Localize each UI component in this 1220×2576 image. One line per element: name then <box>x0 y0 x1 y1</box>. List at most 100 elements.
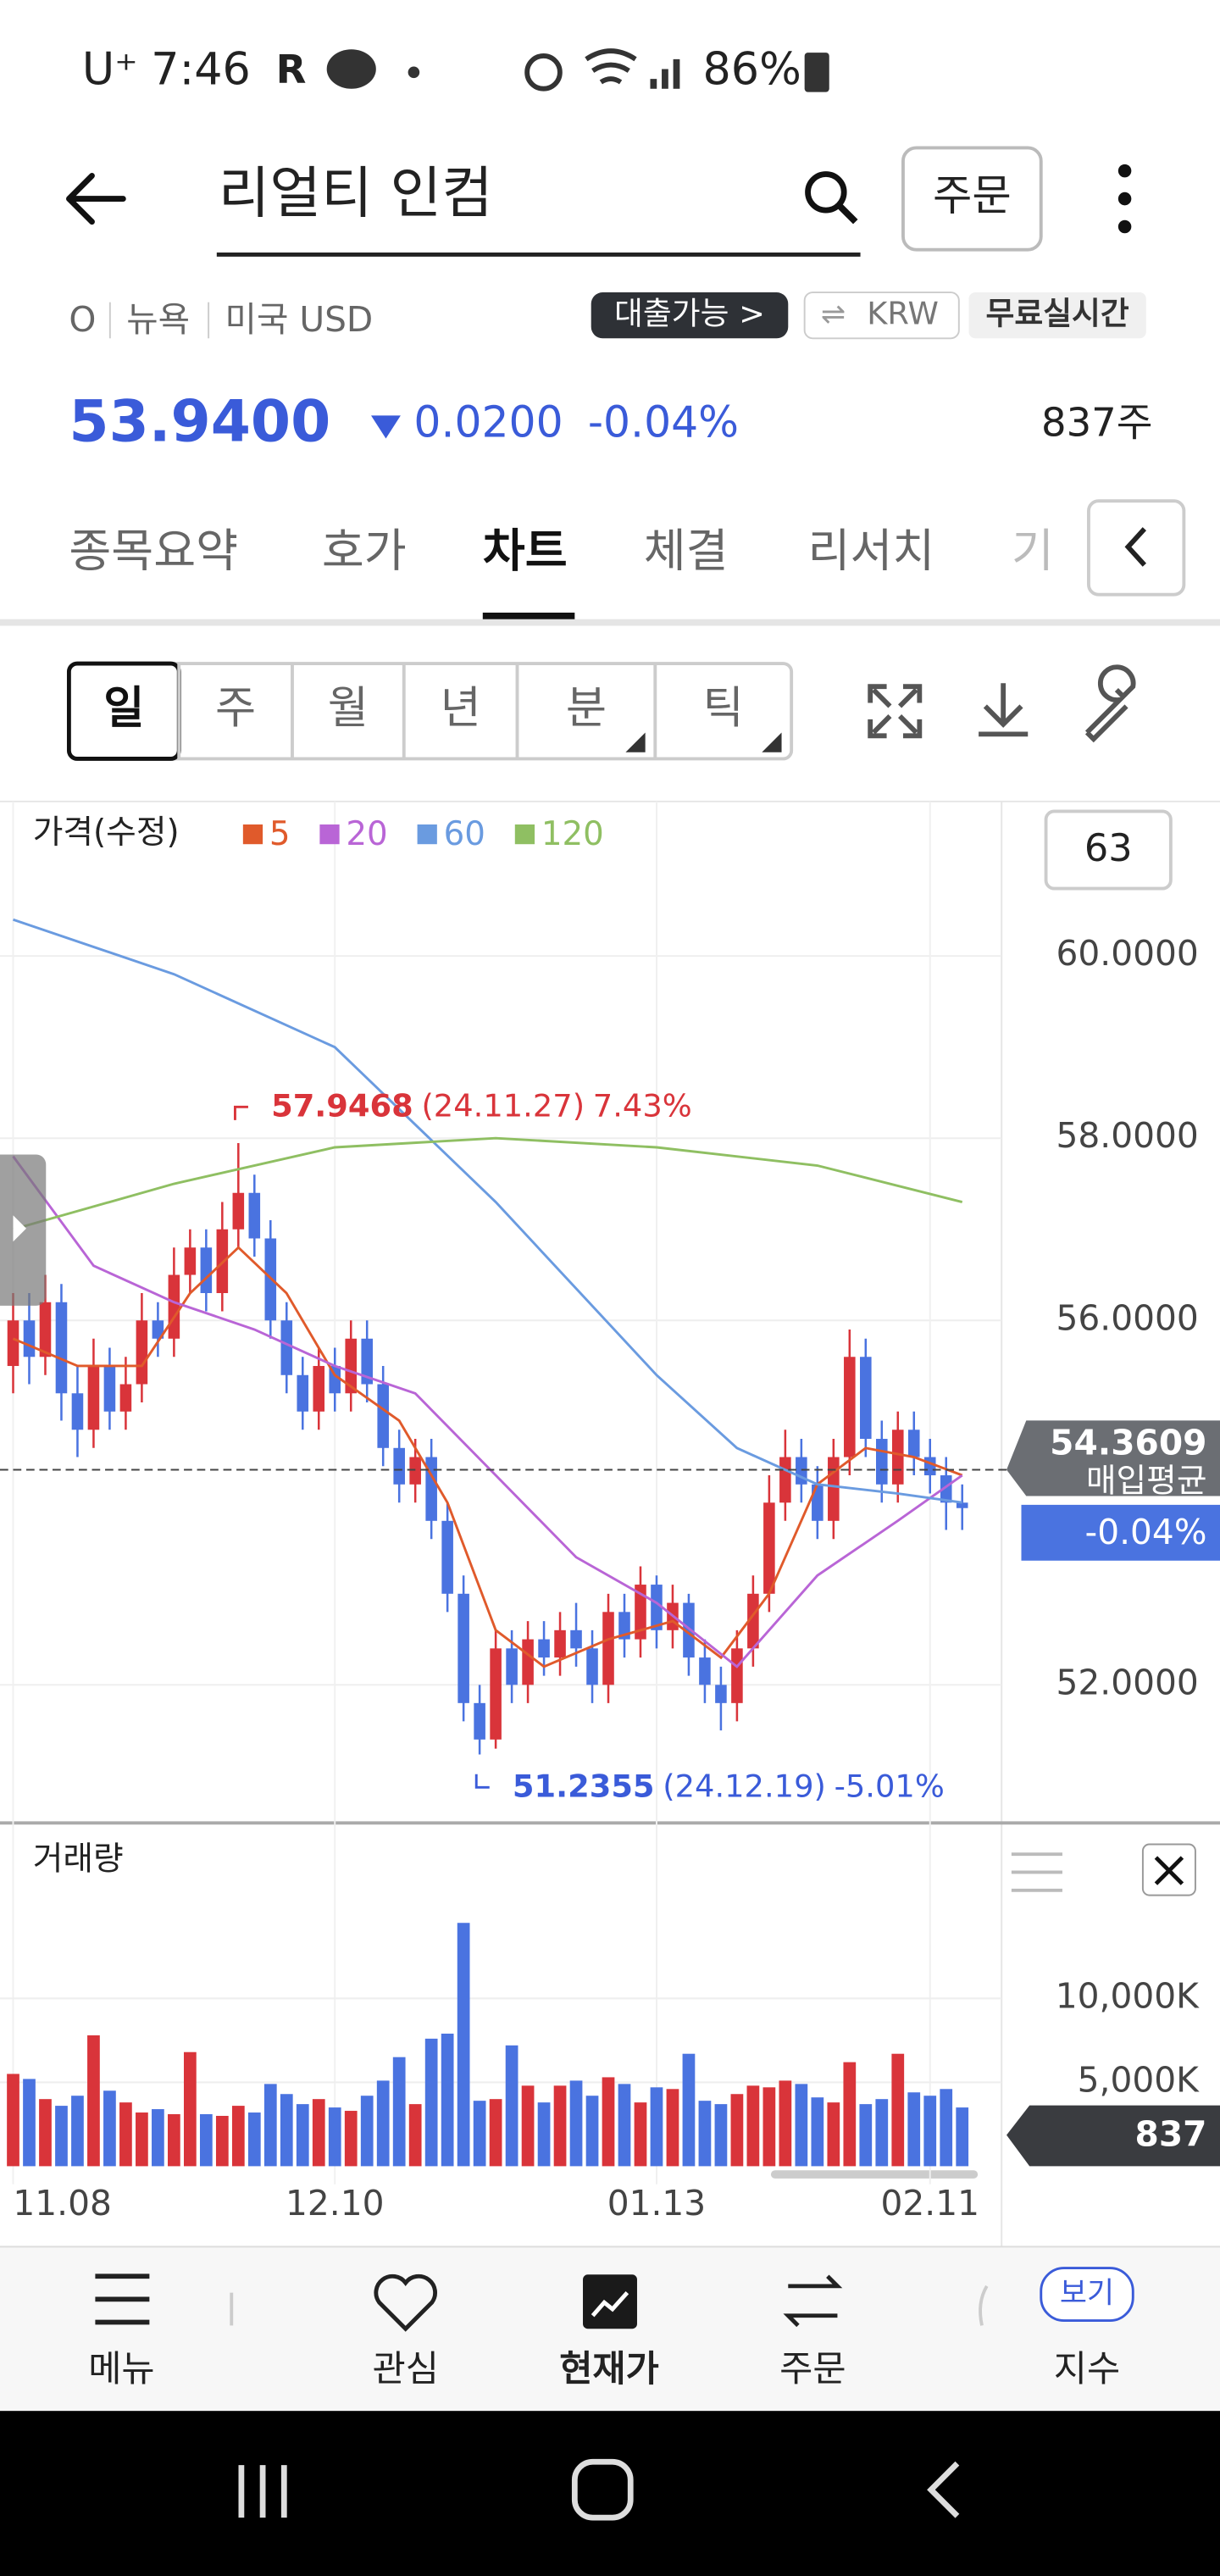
volume-bar <box>392 2057 406 2167</box>
battery-icon <box>804 53 829 92</box>
nav-label[interactable]: 메뉴 <box>88 2348 154 2390</box>
period[interactable]: 주 <box>215 682 256 734</box>
volume-bar <box>666 2089 679 2167</box>
legend-swatch <box>514 824 535 845</box>
volume-title: 거래량 <box>33 1840 124 1878</box>
candle-body <box>184 1247 197 1275</box>
volume-bar <box>103 2090 116 2167</box>
currency-toggle[interactable] <box>803 291 960 340</box>
candle-body <box>602 1612 614 1685</box>
count-button[interactable] <box>1044 809 1173 891</box>
back-nav-button[interactable] <box>927 2461 960 2518</box>
plot: 52.0000 56.0000 58.0000 60.0000 11.08 12.10 01… <box>0 801 1220 2223</box>
annotation-value: 51.2355 <box>513 1768 655 1804</box>
avg-price-label: 매입평균 <box>1086 1462 1207 1500</box>
menu-icon[interactable] <box>95 2273 150 2325</box>
shares: 837주 <box>1041 400 1153 446</box>
candle-body <box>876 1439 888 1485</box>
volume-bar <box>827 2102 840 2167</box>
candle-body <box>329 1366 341 1394</box>
candle-body <box>812 1484 824 1521</box>
period[interactable]: 일 <box>103 682 144 734</box>
tab[interactable]: 체결 <box>644 524 729 577</box>
candle-body <box>651 1585 663 1630</box>
volume-bar <box>585 2096 599 2167</box>
candle-body <box>554 1629 566 1658</box>
order-icon[interactable] <box>783 2274 843 2328</box>
candle-body <box>345 1338 358 1394</box>
search-button[interactable] <box>805 171 858 225</box>
time: 7:46 <box>151 43 250 95</box>
tab[interactable]: 종목요약 <box>69 524 238 577</box>
volume-bar <box>376 2080 390 2167</box>
volume-bar <box>71 2096 84 2167</box>
candle-body <box>441 1520 453 1594</box>
view-badge-label: 보기 <box>1060 2277 1114 2311</box>
candle-body <box>361 1338 373 1385</box>
tab[interactable]: 리서치 <box>808 524 935 577</box>
tab[interactable]: 차트 <box>483 524 568 577</box>
legend-swatch <box>417 824 437 845</box>
volume-badge <box>1006 2105 1220 2167</box>
chevron <box>1124 527 1146 567</box>
settings-button[interactable] <box>1084 664 1136 743</box>
volume-bar <box>152 2109 164 2167</box>
nav-label[interactable]: 관심 <box>372 2348 438 2390</box>
chart-title: 가격(수정) <box>33 813 180 852</box>
dropdown-corner <box>625 732 646 752</box>
recents-button[interactable] <box>238 2465 287 2518</box>
candle-body <box>409 1457 421 1485</box>
y-tick-label: 5,000K <box>1078 2059 1200 2100</box>
volume-bar <box>344 2111 358 2167</box>
candle-body <box>377 1384 389 1448</box>
order-button[interactable] <box>901 146 1043 252</box>
volume-bar <box>23 2079 36 2167</box>
stock-title: 리얼티 인컴 <box>219 161 493 226</box>
nav-label[interactable]: 지수 <box>1054 2348 1120 2390</box>
volume-menu[interactable] <box>1011 1852 1062 1892</box>
period[interactable]: 틱 <box>703 682 744 734</box>
expand-button[interactable] <box>868 684 923 739</box>
view-badge[interactable] <box>1040 2267 1134 2323</box>
period[interactable]: 년 <box>441 682 481 734</box>
candle-body <box>393 1447 405 1485</box>
tab-back-button[interactable] <box>1087 499 1186 597</box>
legend-label: 5 <box>269 815 291 853</box>
volume-bar <box>875 2099 889 2167</box>
volume-bar <box>923 2096 937 2167</box>
system-nav <box>0 2411 1220 2576</box>
volume-bar <box>296 2104 309 2167</box>
candle-body <box>940 1475 952 1503</box>
period[interactable]: 월 <box>328 682 369 734</box>
volume-bar <box>746 2085 760 2167</box>
download-button[interactable] <box>979 683 1029 737</box>
volume-bar <box>553 2085 567 2167</box>
tab-indicator <box>482 612 575 621</box>
more-button[interactable] <box>1117 164 1132 234</box>
partial-icon <box>979 2285 989 2326</box>
change-pct: -0.04% <box>588 397 739 447</box>
volume-bar <box>569 2080 583 2167</box>
home-button[interactable] <box>571 2458 634 2521</box>
candle-body <box>152 1320 164 1339</box>
volume-bar <box>762 2087 776 2167</box>
back-button[interactable] <box>66 173 126 225</box>
x-tick-label: 11.08 <box>13 2183 111 2223</box>
volume-bar <box>199 2114 213 2167</box>
price-icon[interactable] <box>583 2274 637 2329</box>
candle-body <box>699 1657 711 1685</box>
tab[interactable]: 기 <box>1012 524 1054 577</box>
annotation: 57.9468 (24.11.27) 7.43% <box>271 1087 692 1124</box>
heart-icon[interactable] <box>374 2273 437 2332</box>
volume-bar <box>650 2087 663 2167</box>
nav-label[interactable]: 현재가 <box>559 2348 659 2390</box>
nav-label[interactable]: 주문 <box>779 2348 846 2390</box>
realtime-label: 무료실시간 <box>985 296 1128 332</box>
candle-body <box>796 1457 807 1485</box>
candle-body <box>297 1374 309 1412</box>
candle-body <box>923 1457 936 1476</box>
loan-badge[interactable] <box>591 292 789 339</box>
market: 미국 USD <box>225 299 374 340</box>
period[interactable]: 분 <box>566 682 607 734</box>
tab[interactable]: 호가 <box>322 524 407 577</box>
